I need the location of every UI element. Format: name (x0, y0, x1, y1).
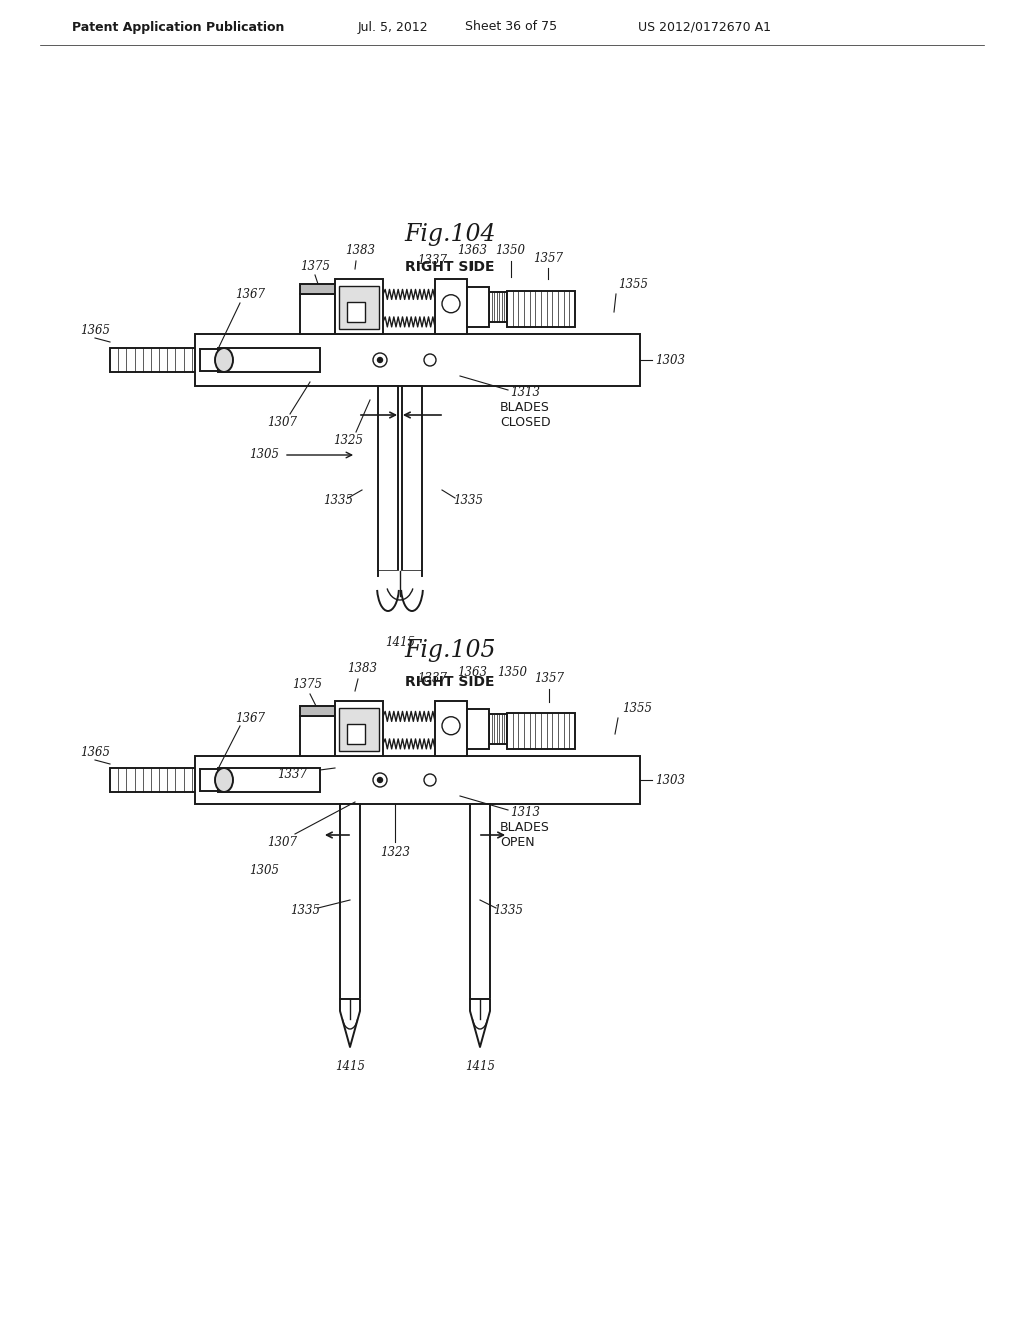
Text: 1335: 1335 (453, 494, 483, 507)
Text: Sheet 36 of 75: Sheet 36 of 75 (465, 21, 557, 33)
Text: 1313: 1313 (510, 805, 540, 818)
Bar (378, 385, 398, 572)
Bar (467, 286, 489, 327)
Text: 1303: 1303 (655, 774, 685, 787)
Bar (110, 768, 200, 792)
Text: 1357: 1357 (534, 252, 563, 265)
Bar (347, 302, 365, 322)
Polygon shape (377, 572, 423, 623)
Text: BLADES
OPEN: BLADES OPEN (500, 821, 550, 849)
Text: Jul. 5, 2012: Jul. 5, 2012 (358, 21, 429, 33)
Text: 1325: 1325 (333, 433, 362, 446)
Bar (489, 714, 507, 744)
Bar (200, 348, 218, 371)
Bar (300, 706, 335, 715)
Text: 1357: 1357 (534, 672, 564, 685)
Text: 1337: 1337 (278, 767, 307, 780)
Polygon shape (470, 999, 490, 1047)
Text: 1307: 1307 (267, 416, 297, 429)
Text: 1375: 1375 (300, 260, 330, 272)
Bar (489, 292, 507, 322)
Text: 1367: 1367 (234, 289, 265, 301)
Text: 1335: 1335 (493, 903, 523, 916)
Bar (402, 385, 422, 572)
Text: 1415: 1415 (335, 1060, 365, 1073)
Bar (300, 284, 335, 294)
Bar (218, 768, 319, 792)
Bar (335, 279, 383, 334)
Text: Fig.104: Fig.104 (404, 223, 496, 247)
Text: 1363: 1363 (457, 244, 487, 257)
Bar (110, 348, 200, 372)
Bar (467, 709, 489, 748)
Text: 1323: 1323 (380, 846, 410, 858)
Text: 1350: 1350 (497, 667, 527, 680)
Bar (218, 348, 319, 372)
Text: RIGHT SIDE: RIGHT SIDE (406, 260, 495, 275)
Text: Fig.105: Fig.105 (404, 639, 496, 661)
Bar (347, 723, 365, 744)
Bar (195, 334, 640, 385)
Bar (507, 713, 575, 748)
Text: 1367: 1367 (234, 711, 265, 725)
Text: 1335: 1335 (323, 494, 353, 507)
Text: 1415: 1415 (465, 1060, 495, 1073)
Bar (507, 290, 575, 327)
Text: US 2012/0172670 A1: US 2012/0172670 A1 (638, 21, 771, 33)
Text: 1335: 1335 (290, 903, 319, 916)
Text: 1365: 1365 (80, 746, 110, 759)
Bar (339, 286, 379, 329)
Polygon shape (340, 999, 360, 1047)
Text: 1415: 1415 (385, 636, 415, 649)
Bar (339, 708, 379, 751)
Text: 1307: 1307 (267, 836, 297, 849)
Text: 1383: 1383 (345, 244, 375, 257)
Text: BLADES
CLOSED: BLADES CLOSED (500, 401, 551, 429)
Bar (335, 701, 383, 756)
Text: 1383: 1383 (347, 663, 377, 676)
Text: 1350: 1350 (495, 244, 525, 257)
Circle shape (378, 358, 383, 363)
Text: 1305: 1305 (249, 863, 279, 876)
Circle shape (378, 777, 383, 783)
Text: 1375: 1375 (292, 677, 322, 690)
Bar (300, 294, 335, 334)
Text: 1313: 1313 (510, 385, 540, 399)
Bar (435, 701, 467, 756)
Text: 1305: 1305 (249, 449, 279, 462)
Text: 1337: 1337 (417, 255, 447, 268)
Bar (340, 804, 360, 999)
Bar (200, 770, 218, 791)
Text: 1337: 1337 (417, 672, 447, 685)
Text: RIGHT SIDE: RIGHT SIDE (406, 675, 495, 689)
Text: Patent Application Publication: Patent Application Publication (72, 21, 285, 33)
Text: 1303: 1303 (655, 354, 685, 367)
Ellipse shape (215, 348, 233, 372)
Bar (435, 279, 467, 334)
Text: 1355: 1355 (618, 277, 648, 290)
Text: 1355: 1355 (622, 701, 652, 714)
Ellipse shape (215, 768, 233, 792)
Text: 1363: 1363 (457, 667, 487, 680)
Bar (300, 715, 335, 756)
Text: 1365: 1365 (80, 323, 110, 337)
Bar (195, 756, 640, 804)
Bar (470, 804, 490, 999)
